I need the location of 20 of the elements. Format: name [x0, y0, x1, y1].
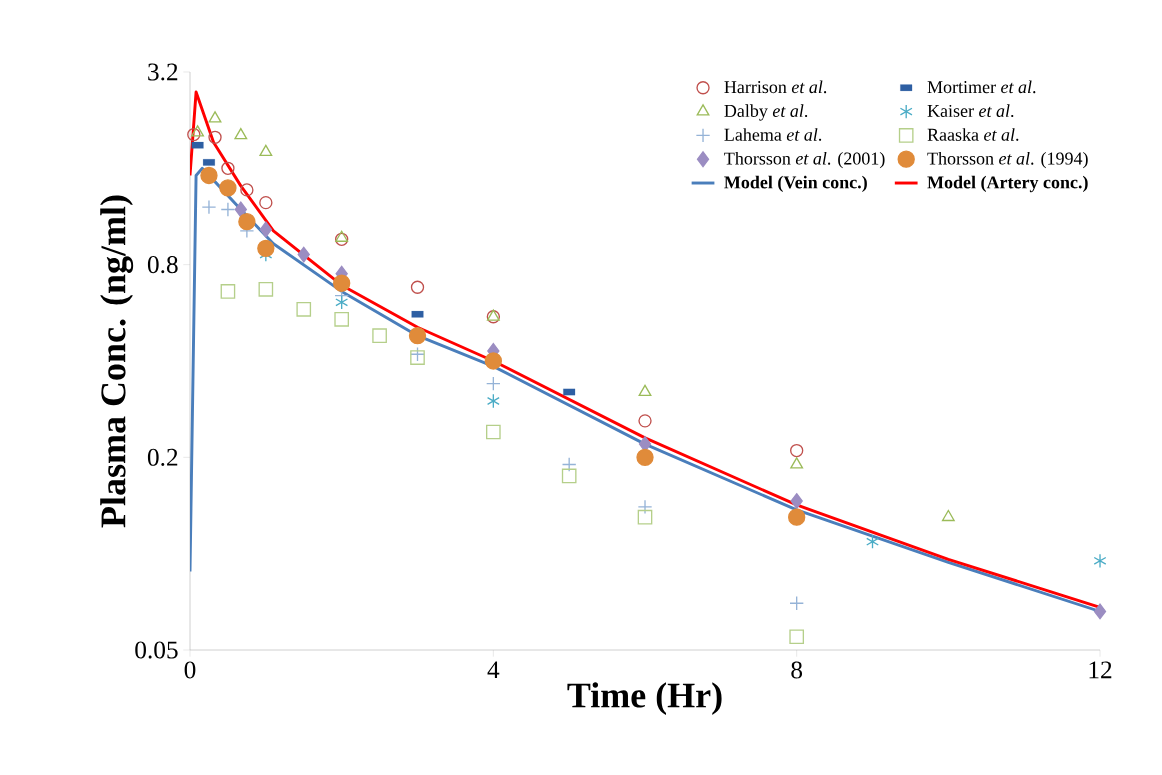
legend-label: Model (Vein conc.) [724, 175, 867, 193]
legend-label: Thorsson et al. (1994) [927, 151, 1088, 169]
legend-label: Model (Artery conc.) [927, 175, 1088, 193]
x-tick-label: 8 [791, 661, 803, 679]
y-axis-title: Plasma Conc. (ng/ml) [100, 195, 134, 528]
x-tick-label: 4 [487, 661, 500, 679]
x-axis-title: Time (Hr) [567, 682, 722, 715]
legend-label: Kaiser et al. [927, 104, 1014, 118]
legend-label: Mortimer et al. [927, 80, 1036, 94]
x-tick-label: 12 [1089, 661, 1112, 679]
y-tick-label: 0.2 [147, 448, 178, 466]
legend-label: Dalby et al. [724, 104, 808, 121]
x-tick-label: 0 [184, 661, 196, 679]
y-tick-label: 3.2 [148, 63, 178, 81]
legend-label: Thorsson et al. (2001) [724, 151, 885, 169]
legend-label: Harrison et al. [724, 80, 827, 94]
y-tick-label: 0.8 [147, 256, 178, 274]
y-tick-label: 0.05 [135, 641, 178, 659]
legend-label: Lahema et al. [724, 128, 822, 141]
legend-label: Raaska et al. [927, 128, 1019, 141]
